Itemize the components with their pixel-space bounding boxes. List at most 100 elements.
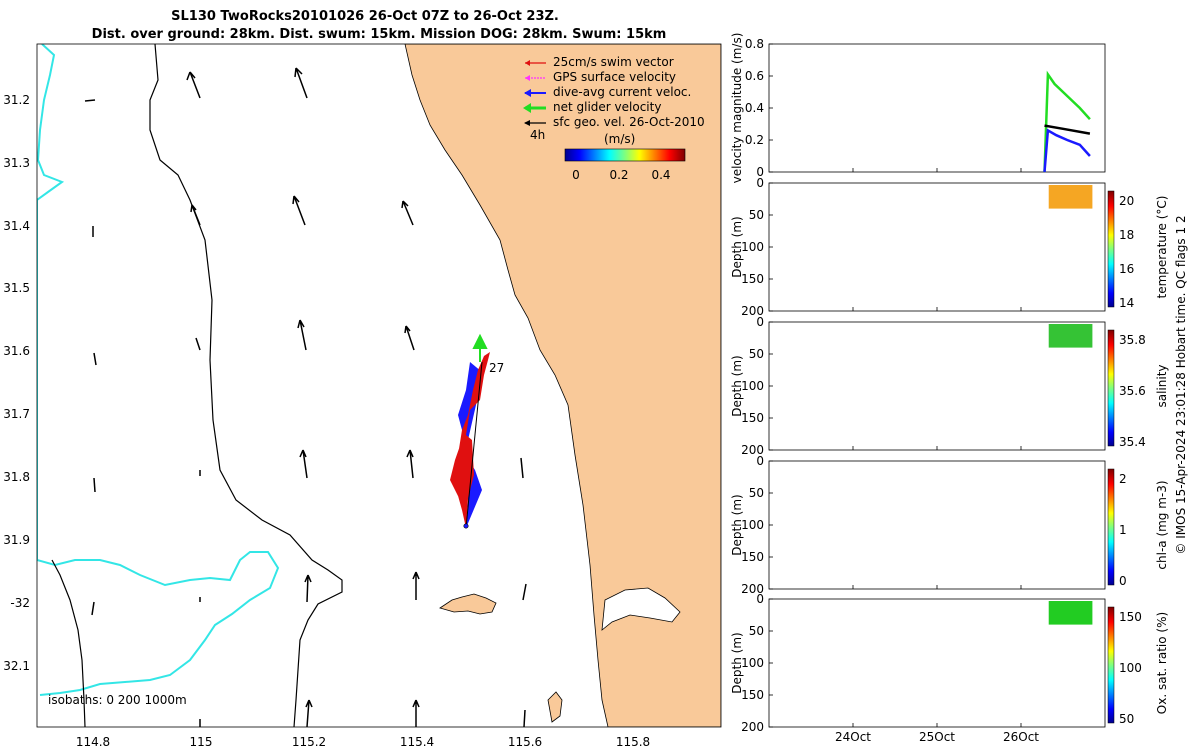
svg-text:115.6: 115.6 [508,735,542,749]
isobath-0m [37,44,280,696]
y-tick-label: 200 [741,720,764,734]
y-axis-label: Depth (m) [730,355,744,416]
y-tick-label: 100 [741,379,764,393]
y-tick-label: 0.8 [745,37,764,51]
net-velocity-arrow [472,333,488,362]
y-tick-label: 50 [749,486,764,500]
y-tick-label: 200 [741,304,764,318]
colorbar-tick: 2 [1119,472,1127,486]
colorbar-tick: 20 [1119,194,1134,208]
svg-text:0.2: 0.2 [609,168,628,182]
svg-text:31.5: 31.5 [3,281,30,295]
svg-text:114.8: 114.8 [76,735,110,749]
x-tick-label: 26Oct [1003,730,1039,744]
profile-data [1048,185,1093,209]
island [439,593,497,615]
y-tick-label: 150 [741,411,764,425]
svg-text:sfc geo. vel. 26-Oct-2010: sfc geo. vel. 26-Oct-2010 [553,115,705,129]
legend-gps: GPS surface velocity [525,70,676,84]
panel-colorbar [1107,606,1115,724]
svg-text:-32: -32 [10,596,30,610]
colorbar-tick: 50 [1119,712,1134,726]
land-area [404,44,721,727]
svg-text:0: 0 [572,168,580,182]
y-tick-label: 200 [741,582,764,596]
panel-1: 0 50 100 150 200 Depth (m) 14 16 18 20 temperature… [730,176,1169,318]
x-tick-label: 24Oct [835,730,871,744]
y-tick-label: 0 [756,315,764,329]
colorbar-label: salinity [1155,364,1169,407]
y-tick-label: 0.6 [745,69,764,83]
svg-text:31.4: 31.4 [3,219,30,233]
y-tick-label: 100 [741,240,764,254]
legend-net: net glider velocity [523,100,661,114]
panel-3: 0 50 100 150 200 Depth (m) 0 1 2 chl-a (mg m-3) [730,454,1169,596]
y-axis-label: Depth (m) [730,216,744,277]
isobath-200m [149,44,343,727]
title-line-2: Dist. over ground: 28km. Dist. swum: 15k… [92,27,667,42]
map-panel: 27 25cm/s swim vector GPS surface veloci… [36,43,722,728]
colorbar-label: Ox. sat. ratio (%) [1155,612,1169,714]
svg-text:115.2: 115.2 [292,735,326,749]
profile-data [1048,601,1093,625]
bay-water [601,587,681,631]
y-tick-label: 50 [749,624,764,638]
title-line-1: SL130 TwoRocks20101026 26-Oct 07Z to 26-… [171,9,559,24]
colorbar-tick: 100 [1119,661,1142,675]
x-tick-label: 25Oct [919,730,955,744]
y-tick-label: 50 [749,347,764,361]
footer-credit: © IMOS 15-Apr-2024 23:01:28 Hobart time.… [1174,215,1188,554]
y-axis-label: Depth (m) [730,494,744,555]
y-tick-label: 100 [741,518,764,532]
svg-text:115: 115 [190,735,213,749]
isobath-1000m [51,559,86,727]
panel-frame [768,460,1106,590]
y-tick-label: 0 [756,592,764,606]
svg-text:115.4: 115.4 [400,735,434,749]
svg-text:net glider velocity: net glider velocity [553,100,661,114]
svg-text:31.7: 31.7 [3,407,30,421]
islet [547,691,563,723]
panel-colorbar [1107,468,1115,586]
y-tick-label: 0 [756,454,764,468]
svg-text:32.1: 32.1 [3,659,30,673]
legend-swim: 25cm/s swim vector [525,55,674,69]
y-tick-label: 150 [741,272,764,286]
y-axis-label: Depth (m) [730,632,744,693]
track-label: 27 [489,361,504,375]
colorbar-tick: 35.4 [1119,435,1146,449]
colorbar-tick: 35.6 [1119,384,1146,398]
isobaths-label: isobaths: 0 200 1000m [48,693,187,707]
map-lat-ticks: 31.2 31.3 31.4 31.5 31.6 31.7 31.8 31.9 … [3,93,30,673]
glider-start-marker [463,523,469,529]
legend-geo: sfc geo. vel. 26-Oct-2010 [524,115,705,129]
map-lon-ticks: 114.8 115 115.2 115.4 115.6 115.8 [76,735,650,749]
legend-4h: 4h [530,128,545,142]
y-tick-label: 50 [749,208,764,222]
colorbar-tick: 150 [1119,610,1142,624]
svg-text:31.2: 31.2 [3,93,30,107]
y-tick-label: 200 [741,443,764,457]
colorbar-tick: 0 [1119,574,1127,588]
glider-track-line [465,361,483,529]
y-tick-label: 0 [756,165,764,179]
series-line [1043,128,1091,173]
speed-colorbar [564,148,686,162]
swim-vectors [450,352,490,528]
svg-text:31.3: 31.3 [3,156,30,170]
svg-text:31.8: 31.8 [3,470,30,484]
colorbar-tick: 35.8 [1119,333,1146,347]
y-tick-label: 0 [756,176,764,190]
svg-text:0.4: 0.4 [651,168,670,182]
colorbar-label: chl-a (mg m-3) [1155,480,1169,569]
colorbar-unit: (m/s) [604,132,635,146]
panel-2: 0 50 100 150 200 Depth (m) 35.4 35.6 35.8 salinit… [730,315,1169,457]
panel-colorbar [1107,190,1115,308]
panel-frame [768,43,1106,173]
colorbar-tick: 14 [1119,296,1134,310]
map-legend: 25cm/s swim vector GPS surface velocity … [523,55,705,182]
colorbar-tick: 18 [1119,228,1134,242]
y-tick-label: 150 [741,550,764,564]
